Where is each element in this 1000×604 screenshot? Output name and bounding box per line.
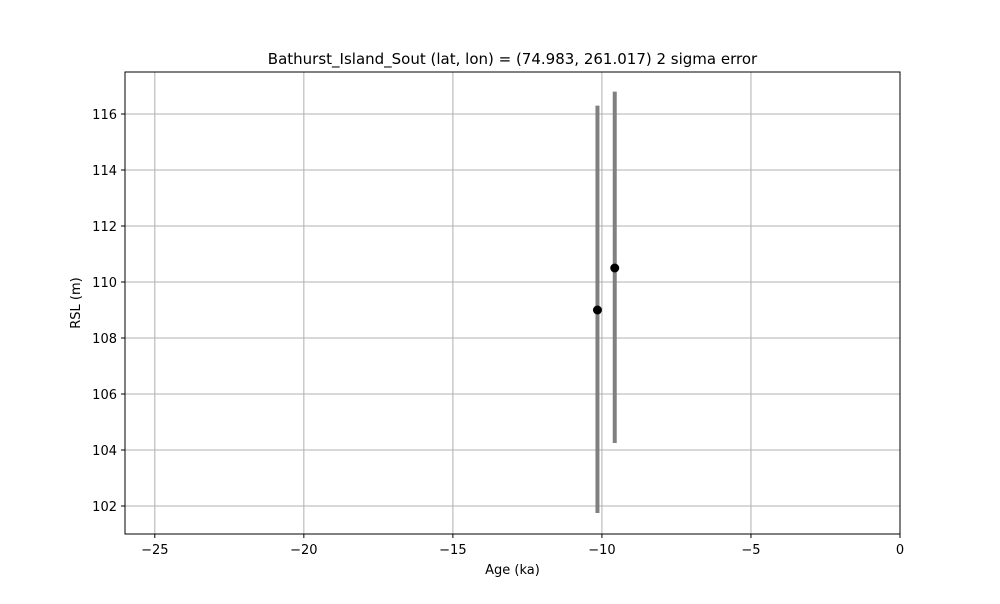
y-tick-label: 102	[92, 500, 117, 515]
y-tick-label: 116	[92, 108, 117, 123]
x-tick-label: −20	[290, 543, 317, 558]
y-tick-label: 108	[92, 332, 117, 347]
y-tick-label: 114	[92, 164, 117, 179]
data-point	[610, 263, 620, 273]
x-axis-label: Age (ka)	[485, 563, 540, 578]
y-axis-label: RSL (m)	[69, 277, 84, 328]
data-layer	[592, 91, 620, 513]
y-tick-label: 106	[92, 388, 117, 403]
data-point	[592, 305, 602, 315]
y-tick-label: 110	[92, 276, 117, 291]
x-tick-label: −5	[741, 543, 760, 558]
plot-frame	[124, 71, 901, 535]
chart-title: Bathurst_Island_Sout (lat, lon) = (74.98…	[268, 50, 758, 69]
y-tick-label: 104	[92, 444, 117, 459]
x-tick-label: 0	[896, 543, 904, 558]
tick-layer: −25 −20 −15 −10 −5 0 102 104 106 108 110 112 114 116	[92, 108, 904, 558]
y-tick-label: 112	[92, 220, 117, 235]
x-tick-label: −25	[141, 543, 168, 558]
x-tick-label: −15	[439, 543, 466, 558]
x-tick-label: −10	[588, 543, 615, 558]
